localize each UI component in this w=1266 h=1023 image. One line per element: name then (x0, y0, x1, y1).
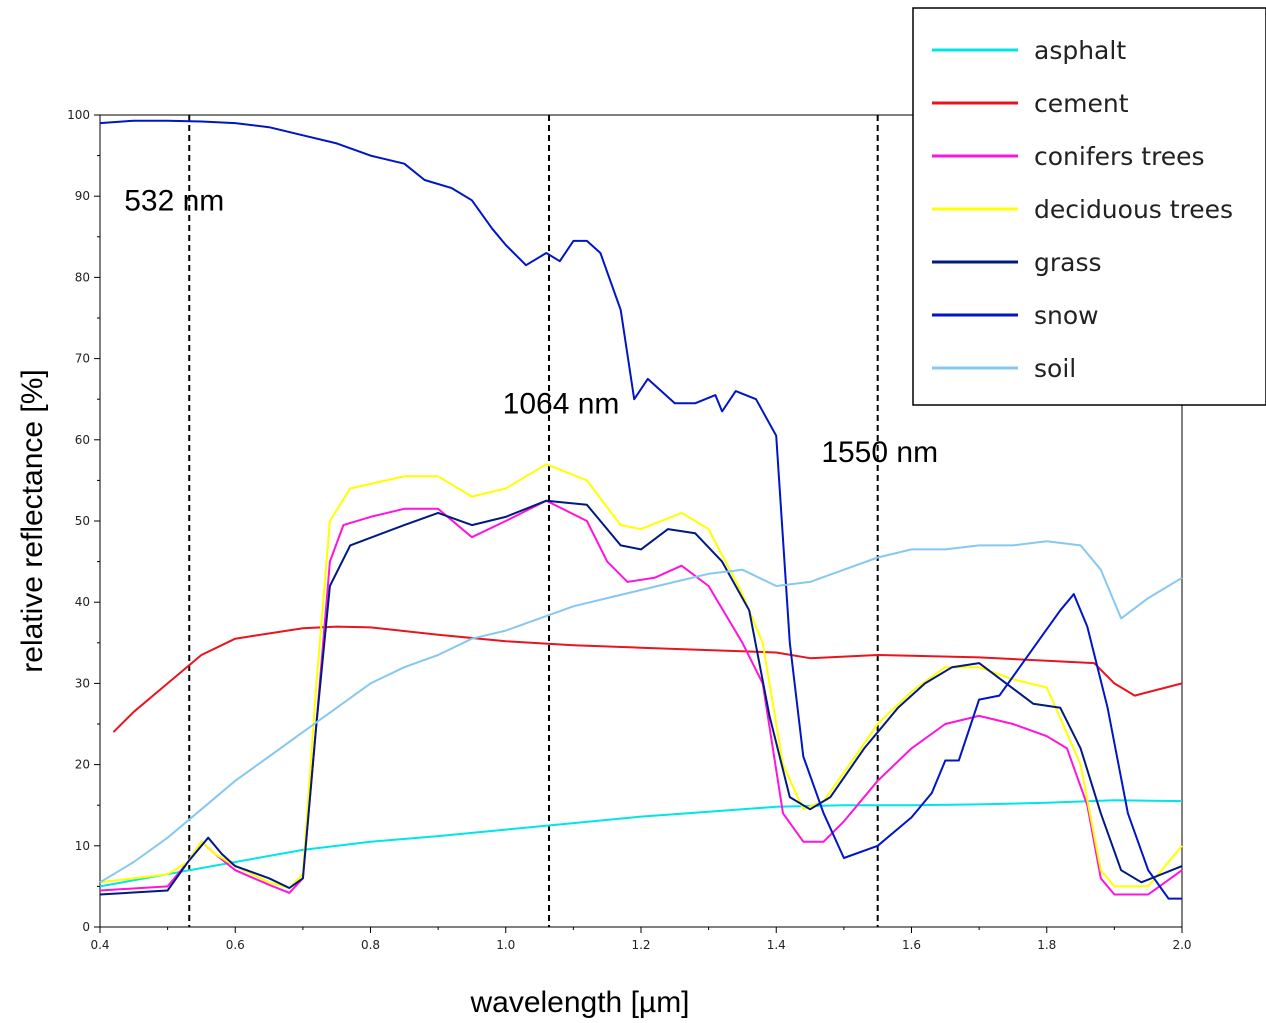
annotation-label: 1550 nm (821, 436, 938, 469)
y-axis-label: relative reflectance [%] (16, 369, 49, 672)
series-cement (112, 625, 1183, 733)
y-tick-label: 20 (75, 758, 90, 772)
x-tick-label: 1.6 (902, 938, 921, 952)
x-tick-label: 2.0 (1172, 938, 1191, 952)
x-tick-label: 0.4 (90, 938, 109, 952)
x-tick-label: 0.8 (361, 938, 380, 952)
annotation-label: 1064 nm (503, 387, 620, 420)
wavelength-markers (188, 115, 879, 927)
y-tick-label: 90 (75, 189, 90, 203)
series-snow (99, 119, 1182, 900)
x-tick-label: 1.8 (1037, 938, 1056, 952)
x-tick-label: 0.6 (226, 938, 245, 952)
series-conifers-trees (99, 499, 1183, 896)
y-tick-label: 50 (75, 514, 90, 528)
y-tick-label: 10 (75, 839, 90, 853)
annotations: 532 nm 1064 nm 1550 nm (124, 184, 938, 469)
legend-entry: conifers trees (1034, 142, 1205, 171)
x-tick-label: 1.0 (496, 938, 515, 952)
legend: asphalt cement conifers trees deciduous tre… (912, 7, 1266, 406)
x-tick-label: 1.4 (767, 938, 786, 952)
x-tick-label: 1.2 (631, 938, 650, 952)
series-asphalt (99, 799, 1183, 888)
legend-entry: deciduous trees (1034, 195, 1233, 224)
legend-box (912, 7, 1266, 406)
legend-entry: cement (1034, 89, 1129, 118)
x-axis: 0.4 0.6 0.8 1.0 1.2 1.4 1.6 1.8 2.0 (90, 927, 1192, 952)
y-tick-label: 0 (82, 920, 90, 934)
series-deciduous-trees (99, 463, 1183, 889)
legend-entry: snow (1034, 301, 1099, 330)
series-lines (99, 119, 1183, 900)
x-axis-label: wavelength [µm] (469, 986, 689, 1019)
y-tick-label: 100 (67, 108, 90, 122)
y-tick-label: 80 (75, 270, 90, 284)
series-soil (99, 540, 1183, 884)
y-tick-label: 40 (75, 595, 90, 609)
legend-entry: grass (1034, 248, 1102, 277)
legend-entry: asphalt (1034, 36, 1126, 65)
y-axis: 0 10 20 30 40 50 60 70 80 90 100 (67, 108, 100, 934)
legend-entry: soil (1034, 354, 1076, 383)
annotation-label: 532 nm (124, 184, 224, 217)
y-tick-label: 60 (75, 433, 90, 447)
series-grass (99, 499, 1183, 896)
y-tick-label: 70 (75, 352, 90, 366)
y-tick-label: 30 (75, 676, 90, 690)
